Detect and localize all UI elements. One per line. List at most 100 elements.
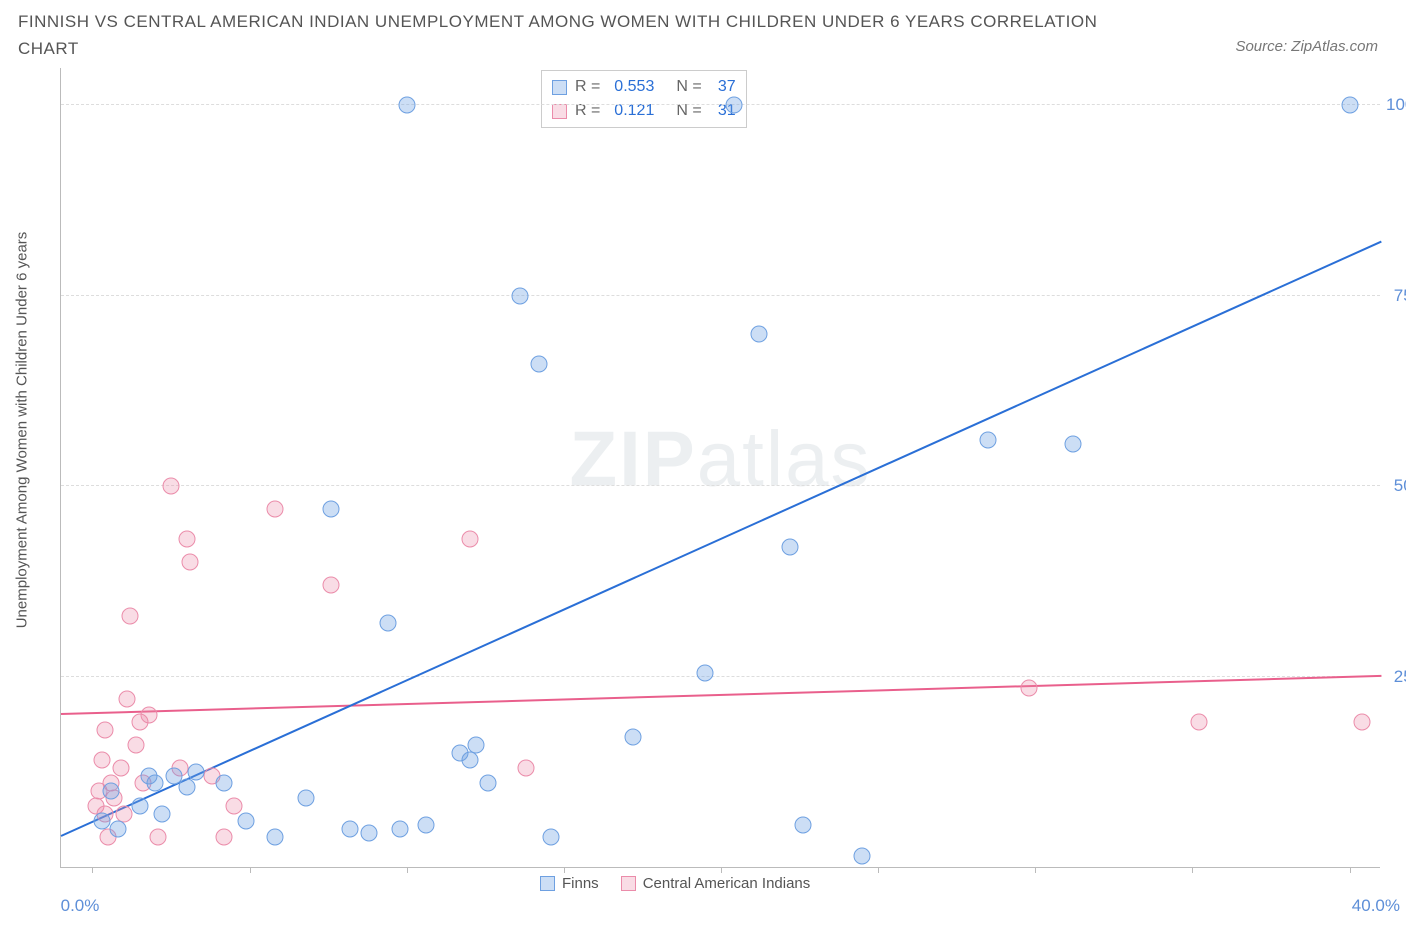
legend: Finns Central American Indians — [540, 875, 810, 892]
point-series1 — [1065, 436, 1082, 453]
y-tick-label: 100.0% — [1386, 95, 1406, 115]
point-series2 — [323, 577, 340, 594]
y-gridline — [61, 485, 1380, 486]
point-series1 — [480, 775, 497, 792]
point-series1 — [216, 775, 233, 792]
n-value-series1: 37 — [710, 75, 736, 99]
point-series1 — [530, 356, 547, 373]
point-series1 — [379, 615, 396, 632]
r-value-series1: 0.553 — [608, 75, 654, 99]
stats-legend-box: R = 0.553 N = 37 R = 0.121 N = 31 — [541, 70, 747, 128]
point-series1 — [266, 828, 283, 845]
x-tick — [1192, 867, 1193, 873]
point-series2 — [141, 706, 158, 723]
x-tick — [1350, 867, 1351, 873]
x-tick — [878, 867, 879, 873]
y-gridline — [61, 104, 1380, 105]
stats-row-series1: R = 0.553 N = 37 — [552, 75, 736, 99]
point-series1 — [238, 813, 255, 830]
point-series1 — [467, 737, 484, 754]
stats-row-series2: R = 0.121 N = 31 — [552, 99, 736, 123]
point-series1 — [153, 805, 170, 822]
legend-item-series1: Finns — [540, 875, 599, 892]
y-tick-label: 50.0% — [1386, 476, 1406, 496]
watermark-zip: ZIP — [569, 414, 696, 502]
point-series1 — [794, 817, 811, 834]
point-series1 — [342, 820, 359, 837]
point-series2 — [112, 759, 129, 776]
point-series1 — [323, 500, 340, 517]
point-series2 — [518, 759, 535, 776]
point-series1 — [854, 847, 871, 864]
point-series2 — [1354, 714, 1371, 731]
x-tick — [1035, 867, 1036, 873]
plot-container: ZIPatlas R = 0.553 N = 37 R = 0.121 N = … — [60, 68, 1380, 888]
legend-item-series2: Central American Indians — [621, 875, 811, 892]
legend-label-series2: Central American Indians — [643, 875, 811, 892]
point-series1 — [782, 539, 799, 556]
legend-label-series1: Finns — [562, 875, 599, 892]
point-series1 — [93, 813, 110, 830]
point-series2 — [97, 721, 114, 738]
swatch-series2 — [552, 104, 567, 119]
point-series1 — [417, 817, 434, 834]
point-series1 — [131, 798, 148, 815]
point-series2 — [163, 478, 180, 495]
y-axis-label: Unemployment Among Women with Children U… — [14, 232, 31, 629]
y-tick-label: 75.0% — [1386, 286, 1406, 306]
point-series2 — [216, 828, 233, 845]
y-gridline — [61, 295, 1380, 296]
point-series1 — [750, 325, 767, 342]
x-tick — [92, 867, 93, 873]
point-series2 — [93, 752, 110, 769]
r-label: R = — [575, 75, 600, 99]
point-series1 — [392, 820, 409, 837]
point-series1 — [461, 752, 478, 769]
point-series1 — [188, 763, 205, 780]
x-tick — [721, 867, 722, 873]
swatch-series1 — [552, 80, 567, 95]
point-series2 — [122, 607, 139, 624]
point-series2 — [225, 798, 242, 815]
point-series2 — [1190, 714, 1207, 731]
point-series2 — [181, 554, 198, 571]
source-attribution: Source: ZipAtlas.com — [1235, 38, 1378, 55]
point-series2 — [178, 531, 195, 548]
point-series1 — [697, 664, 714, 681]
trend-line-series1 — [61, 240, 1382, 836]
x-tick-label-left: 0.0% — [61, 896, 100, 916]
x-tick — [564, 867, 565, 873]
watermark-atlas: atlas — [697, 414, 872, 502]
point-series2 — [266, 500, 283, 517]
trend-line-series2 — [61, 675, 1381, 715]
point-series1 — [625, 729, 642, 746]
r-value-series2: 0.121 — [608, 99, 654, 123]
point-series1 — [109, 820, 126, 837]
legend-swatch-series2 — [621, 876, 636, 891]
legend-swatch-series1 — [540, 876, 555, 891]
point-series2 — [119, 691, 136, 708]
x-tick-label-right: 40.0% — [1352, 896, 1400, 916]
point-series1 — [147, 775, 164, 792]
point-series1 — [1341, 97, 1358, 114]
point-series1 — [178, 779, 195, 796]
point-series1 — [511, 287, 528, 304]
point-series2 — [128, 737, 145, 754]
point-series2 — [461, 531, 478, 548]
y-tick-label: 25.0% — [1386, 667, 1406, 687]
chart-title: FINNISH VS CENTRAL AMERICAN INDIAN UNEMP… — [18, 8, 1098, 62]
n-label: N = — [676, 99, 701, 123]
point-series1 — [398, 97, 415, 114]
point-series1 — [543, 828, 560, 845]
point-series1 — [725, 97, 742, 114]
point-series1 — [980, 432, 997, 449]
n-label: N = — [676, 75, 701, 99]
point-series1 — [103, 782, 120, 799]
x-tick — [250, 867, 251, 873]
point-series1 — [361, 824, 378, 841]
r-label: R = — [575, 99, 600, 123]
x-tick — [407, 867, 408, 873]
point-series1 — [298, 790, 315, 807]
point-series2 — [1021, 679, 1038, 696]
plot-area: ZIPatlas R = 0.553 N = 37 R = 0.121 N = … — [60, 68, 1380, 868]
